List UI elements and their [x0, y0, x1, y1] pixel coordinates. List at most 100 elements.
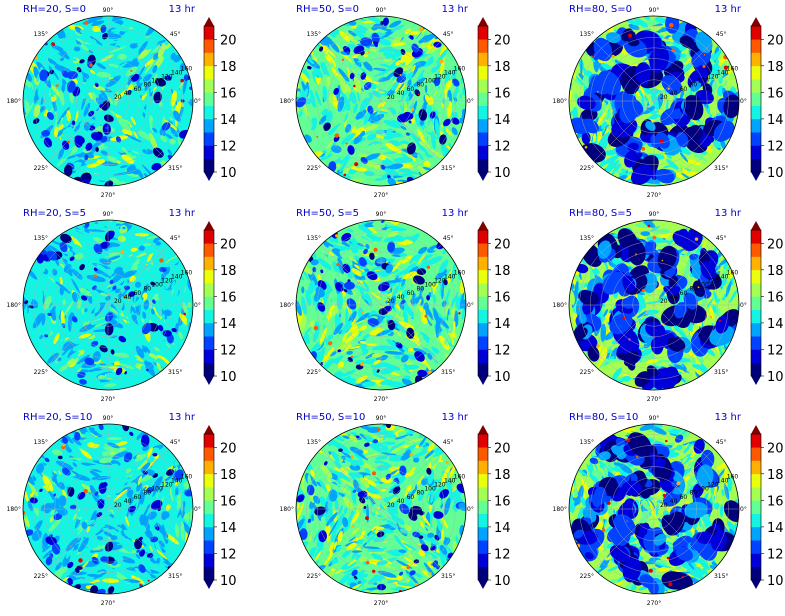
radial-tick-label: 20	[660, 298, 668, 305]
heatmap-high-cell	[642, 289, 645, 292]
heatmap-high-cell	[335, 234, 338, 237]
colorbar-segment	[204, 323, 214, 337]
colorbar-tick-label: 14	[220, 113, 237, 128]
radial-tick-label: 20	[114, 94, 122, 101]
radial-tick-label: 160	[181, 66, 193, 73]
polar-grid	[296, 16, 466, 186]
colorbar-extend-min	[204, 580, 214, 589]
colorbar-tick-label: 10	[494, 166, 511, 181]
heatmap-high-cell	[710, 316, 712, 318]
heatmap-high-cell	[599, 282, 601, 284]
radial-tick-label: 80	[143, 82, 151, 89]
colorbar-segment	[751, 66, 761, 80]
colorbar-segment	[478, 159, 488, 173]
heatmap-high-cell	[425, 315, 428, 318]
colorbar-segment	[478, 257, 488, 271]
colorbar-tick-label: 16	[494, 86, 511, 101]
heatmap-high-cell	[159, 258, 163, 262]
colorbar-extend-min	[204, 376, 214, 385]
panel-time-label: 13 hr	[442, 208, 469, 219]
colorbar-segment	[751, 132, 761, 146]
colorbar-segment	[478, 53, 488, 67]
radial-tick-label: 40	[670, 90, 678, 97]
polar-panel: 0°45°90°135°180°225°270°315°204060801001…	[280, 4, 474, 199]
angle-tick-label: 270°	[101, 192, 115, 199]
colorbar-tick-label: 14	[494, 317, 511, 332]
angle-tick-label: 0°	[467, 302, 474, 309]
angle-tick-label: 90°	[649, 211, 660, 218]
radial-tick-label: 60	[407, 86, 415, 93]
colorbar-extend-max	[478, 17, 488, 26]
colorbar-tick-label: 18	[767, 60, 784, 75]
angle-tick-label: 315°	[714, 369, 728, 376]
heatmap-high-cell	[648, 225, 651, 228]
colorbar-segment	[751, 310, 761, 324]
angle-tick-label: 315°	[441, 165, 455, 172]
angle-tick-label: 90°	[649, 7, 660, 14]
heatmap-high-cell	[628, 34, 632, 38]
angle-tick-label: 225°	[580, 165, 594, 172]
radial-tick-label: 60	[680, 290, 688, 297]
angle-tick-label: 180°	[7, 302, 21, 309]
radial-tick-label: 20	[114, 298, 122, 305]
colorbar-segment	[204, 447, 214, 461]
colorbar-tick-label: 18	[494, 60, 511, 75]
colorbar-tick-label: 18	[220, 264, 237, 279]
colorbar-extend-min	[478, 376, 488, 385]
colorbar-extend-max	[204, 17, 214, 26]
colorbar-tick-label: 20	[220, 441, 237, 456]
colorbar-extend-min	[478, 172, 488, 181]
panel-time-label: 13 hr	[169, 208, 196, 219]
colorbar-segment	[751, 106, 761, 120]
colorbar-segment	[478, 79, 488, 93]
heatmap-high-cell	[344, 174, 347, 177]
colorbar-segment	[204, 487, 214, 501]
angle-tick-label: 0°	[194, 302, 201, 309]
colorbar-segment	[751, 243, 761, 257]
angle-tick-label: 0°	[740, 98, 747, 105]
colorbar-tick-label: 20	[767, 237, 784, 252]
angle-tick-label: 270°	[647, 396, 661, 403]
colorbar-tick-label: 18	[220, 468, 237, 483]
colorbar-tick-label: 10	[220, 370, 237, 385]
colorbar-segment	[751, 79, 761, 93]
colorbar-tick-label: 16	[767, 290, 784, 305]
radial-tick-label: 40	[397, 294, 405, 301]
angle-tick-label: 135°	[34, 439, 48, 446]
polar-panel: 0°45°90°135°180°225°270°315°204060801001…	[280, 208, 474, 403]
radial-tick-label: 40	[124, 498, 132, 505]
colorbar-tick-label: 14	[494, 113, 511, 128]
angle-tick-label: 135°	[34, 31, 48, 38]
colorbar-segment	[204, 296, 214, 310]
colorbar-tick-label: 14	[767, 113, 784, 128]
colorbar-segment	[204, 283, 214, 297]
colorbar-segment	[478, 283, 488, 297]
radial-tick-label: 160	[454, 66, 466, 73]
angle-tick-label: 0°	[194, 98, 201, 105]
radial-tick-label: 20	[387, 298, 395, 305]
colorbar-tick-label: 20	[220, 237, 237, 252]
radial-tick-label: 60	[134, 86, 142, 93]
colorbar-segment	[204, 159, 214, 173]
heatmap-high-cell	[67, 140, 70, 143]
polar-grid	[23, 424, 193, 594]
colorbar-extend-min	[751, 376, 761, 385]
colorbar-segment	[478, 132, 488, 146]
angle-tick-label: 90°	[376, 211, 387, 218]
colorbar-segment	[204, 474, 214, 488]
angle-tick-label: 225°	[34, 369, 48, 376]
angle-tick-label: 135°	[580, 235, 594, 242]
heatmap-high-cell	[704, 54, 706, 56]
colorbar-segment	[204, 230, 214, 244]
colorbar-tick-label: 12	[494, 344, 511, 359]
colorbar-segment	[478, 92, 488, 106]
heatmap-high-cell	[428, 371, 432, 375]
heatmap-high-cell	[84, 489, 88, 493]
heatmap-high-cell	[596, 344, 599, 347]
panel-title: RH=20, S=5	[23, 208, 86, 219]
